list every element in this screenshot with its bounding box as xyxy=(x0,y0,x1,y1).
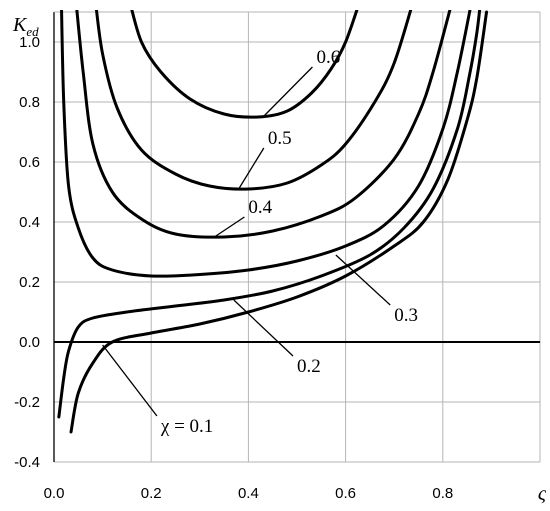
annotation-leader xyxy=(335,254,391,306)
y-tick-label: 0.6 xyxy=(19,154,40,171)
y-tick-label: 0.0 xyxy=(19,334,40,351)
series-curve-2 xyxy=(57,10,482,419)
annotation-leader xyxy=(238,147,265,190)
series-curve-4 xyxy=(75,10,452,239)
x-tick-label: 0.2 xyxy=(141,485,162,502)
y-tick-label: -0.4 xyxy=(14,454,40,471)
series-label: 0.6 xyxy=(316,47,340,68)
annotation-leader xyxy=(233,299,294,357)
annotation-leader xyxy=(262,66,313,118)
series-label: 0.2 xyxy=(297,356,321,377)
series-curve-5 xyxy=(94,10,413,191)
y-axis-title: Ked xyxy=(12,14,39,39)
annotation-leader xyxy=(102,344,158,417)
x-axis-title: ς xyxy=(538,483,547,505)
x-tick-label: 0.0 xyxy=(44,485,65,502)
y-tick-label: 0.8 xyxy=(19,94,40,111)
x-tick-label: 0.6 xyxy=(335,485,356,502)
annotation-leader xyxy=(214,216,245,238)
series-label: 0.5 xyxy=(268,128,292,149)
series-curve-6 xyxy=(130,10,359,119)
grid xyxy=(53,11,541,463)
series-curve-3 xyxy=(60,10,472,278)
series-label: 0.3 xyxy=(394,305,418,326)
series-curve-1 xyxy=(69,10,489,434)
series-label: 0.4 xyxy=(248,197,272,218)
y-tick-label: 1.0 xyxy=(19,34,40,51)
axis-titles: Ked ς xyxy=(12,14,547,505)
y-tick-label: 0.4 xyxy=(19,214,40,231)
labels: 0.0 0.2 0.4 0.6 0.8 -0.4 -0.2 0.0 0.2 0.4 0.6 0.8 1.… xyxy=(14,34,453,502)
x-tick-label: 0.4 xyxy=(238,485,259,502)
y-tick-label: -0.2 xyxy=(14,394,40,411)
x-tick-label: 0.8 xyxy=(432,485,453,502)
series-label: χ = 0.1 xyxy=(160,416,213,437)
curves xyxy=(57,10,489,434)
annotation-leaders xyxy=(102,66,391,417)
y-tick-label: 0.2 xyxy=(19,274,40,291)
